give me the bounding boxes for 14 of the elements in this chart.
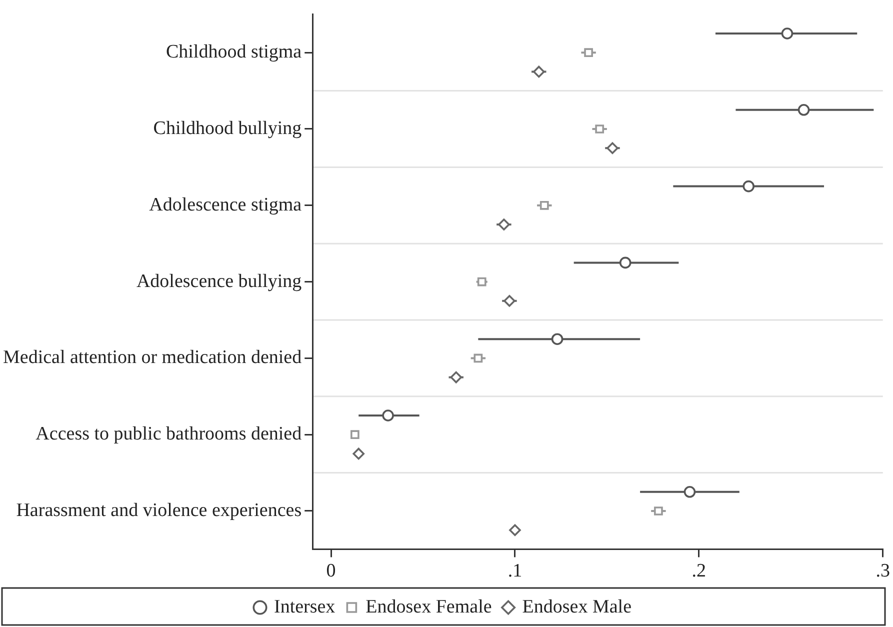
x-tick-label: .2 (692, 560, 706, 582)
x-tick-label: .3 (876, 560, 890, 582)
legend-label: Endosex Female (366, 596, 492, 618)
y-tick-label: Medical attention or medication denied (2, 347, 302, 368)
y-tick-label: Access to public bathrooms denied (36, 424, 302, 445)
legend-label: Endosex Male (522, 596, 632, 618)
y-tick-label: Harassment and violence experiences (16, 500, 302, 521)
y-tick-label: Adolescence bullying (136, 270, 302, 292)
y-tick-label: Childhood bullying (153, 118, 302, 139)
x-tick-label: .1 (508, 560, 522, 582)
legend-label: Intersex (274, 596, 336, 618)
y-tick-label: Adolescence stigma (149, 194, 302, 216)
y-tick-label: Childhood stigma (166, 42, 302, 63)
x-tick-label: 0 (326, 560, 336, 582)
